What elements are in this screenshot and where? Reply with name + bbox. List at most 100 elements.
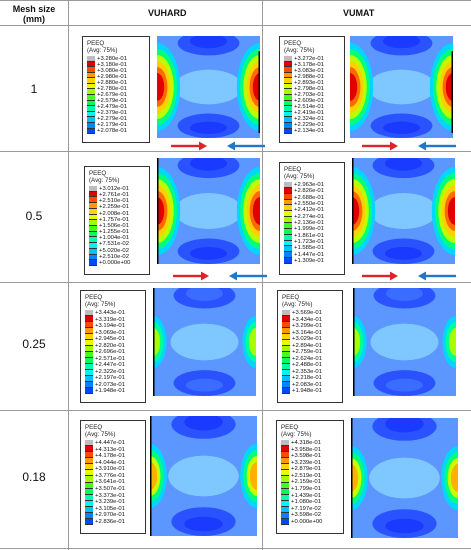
legend-value: +2.836e-01 (95, 518, 125, 525)
legend-values: +3.012e-01 +2.761e-01 +2.510e-01 +2.259e-01… (99, 186, 130, 266)
color-swatch (85, 494, 93, 501)
contour-field (326, 30, 471, 138)
load-arrows (157, 138, 277, 151)
legend-value: +5.020e-02 (99, 247, 129, 254)
legend-title: PEEQ (87, 40, 105, 47)
color-swatch (85, 352, 93, 358)
legend-subtitle: (Avg: 75%) (85, 301, 116, 308)
table-top-rule (0, 0, 471, 1)
legend-value: +1.999e-01 (294, 226, 324, 233)
color-swatch (87, 72, 95, 79)
row-divider-3 (0, 410, 471, 411)
color-swatch (87, 67, 95, 73)
legend-subtitle: (Avg: 75%) (284, 47, 315, 54)
legend-value: +3.194e-01 (95, 323, 125, 329)
color-swatch (284, 117, 292, 123)
contour-field (133, 410, 274, 536)
legend-value: +2.970e-01 (95, 512, 125, 519)
legend-subtitle: (Avg: 75%) (281, 431, 312, 438)
color-swatch (85, 316, 93, 322)
color-scale (281, 440, 289, 526)
legend-value: +2.571e-01 (95, 355, 125, 362)
legend-value: +2.519e-01 (291, 472, 321, 479)
color-swatch (284, 78, 292, 84)
color-swatch (87, 128, 95, 135)
legend-value: +0.000e+00 (99, 259, 131, 266)
legend-value: +3.239e-01 (291, 459, 321, 466)
legend-subtitle: (Avg: 75%) (282, 301, 313, 308)
legend-value: +1.004e-01 (99, 235, 129, 242)
color-swatch (85, 452, 93, 459)
color-scale (284, 182, 292, 265)
contour-field (328, 152, 471, 264)
color-swatch (85, 446, 93, 453)
color-swatch (282, 382, 290, 388)
color-swatch (281, 506, 289, 513)
legend-value: +3.178e-01 (294, 62, 324, 68)
legend-value: +2.134e-01 (294, 128, 324, 134)
contour-plot (328, 152, 471, 264)
legend-value: +2.980e-01 (97, 74, 127, 80)
color-swatch (284, 211, 292, 218)
legend-value: +2.083e-01 (292, 381, 322, 388)
color-swatch (282, 310, 290, 316)
contour-plot (326, 30, 471, 138)
color-swatch (85, 476, 93, 483)
color-swatch (85, 470, 93, 477)
legend-value: +2.197e-01 (95, 375, 125, 381)
legend-value: +2.679e-01 (97, 92, 127, 98)
color-swatch (284, 205, 292, 212)
color-swatch (89, 197, 97, 204)
color-swatch (284, 182, 292, 188)
legend-value: +1.585e-01 (294, 245, 324, 252)
legend-value: +3.569e-01 (292, 310, 322, 316)
legend-value: +2.324e-01 (294, 116, 324, 122)
legend-value: +2.826e-01 (294, 188, 324, 195)
legend-value: +1.948e-01 (292, 388, 322, 394)
legend-value: +2.879e-01 (291, 466, 321, 473)
legend-values: +4.318e-01 +3.958e-01 +3.598e-01 +3.239e-01… (291, 440, 322, 525)
color-swatch (89, 260, 97, 267)
color-swatch (281, 446, 289, 453)
color-swatch (87, 106, 95, 112)
legend-value: +1.439e-01 (291, 492, 321, 499)
legend-value: +2.880e-01 (97, 80, 127, 86)
legend-value: +3.598e-01 (291, 453, 321, 460)
color-swatch (282, 352, 290, 358)
legend-value: +0.000e+00 (291, 518, 323, 525)
legend-value: +2.688e-01 (294, 194, 324, 201)
mesh-size-header-line1: Mesh size (12, 4, 56, 14)
legend-panel: PEEQ (Avg: 75%) +3.280e-01 +3.180e-01 +3.0… (82, 36, 150, 143)
color-swatch (284, 193, 292, 200)
legend-panel: PEEQ (Avg: 75%) +3.569e-01 +3.434e-01 +3.2… (277, 290, 343, 403)
contour-field (133, 152, 284, 264)
legend-values: +3.272e-01 +3.178e-01 +3.083e-01 +2.988e-01… (294, 56, 324, 134)
mesh-size-value: 0.18 (22, 470, 46, 484)
color-swatch (85, 382, 93, 388)
row-divider-2 (0, 282, 471, 283)
mesh-size-value: 1 (30, 82, 38, 96)
legend-value: +3.641e-01 (95, 479, 125, 486)
legend-value: +2.073e-01 (95, 381, 125, 388)
legend-value: +1.080e-01 (291, 499, 321, 506)
legend-values: +3.569e-01 +3.434e-01 +3.299e-01 +3.164e-01… (292, 310, 322, 394)
color-swatch (87, 117, 95, 123)
legend-value: +3.180e-01 (97, 62, 127, 68)
legend-panel: PEEQ (Avg: 75%) +3.012e-01 +2.761e-01 +2.5… (84, 166, 150, 275)
mesh-size-header: Mesh size (mm) (2, 4, 66, 24)
legend-subtitle: (Avg: 75%) (284, 173, 315, 180)
legend-panel: PEEQ (Avg: 75%) +4.318e-01 +3.958e-01 +3.5… (276, 420, 344, 534)
legend-value: +1.447e-01 (294, 251, 324, 258)
legend-panel: PEEQ (Avg: 75%) +3.272e-01 +3.178e-01 +3.0… (279, 36, 345, 143)
color-swatch (87, 89, 95, 96)
color-swatch (89, 254, 97, 261)
color-swatch (284, 252, 292, 259)
color-swatch (284, 228, 292, 235)
contour-plot (133, 30, 284, 138)
legend-value: +4.318e-01 (291, 440, 321, 446)
color-swatch (282, 322, 290, 328)
color-swatch (87, 100, 95, 107)
legend-value: +2.419e-01 (294, 110, 324, 116)
legend-title: PEEQ (85, 424, 103, 431)
legend-value: +2.218e-01 (292, 375, 322, 381)
